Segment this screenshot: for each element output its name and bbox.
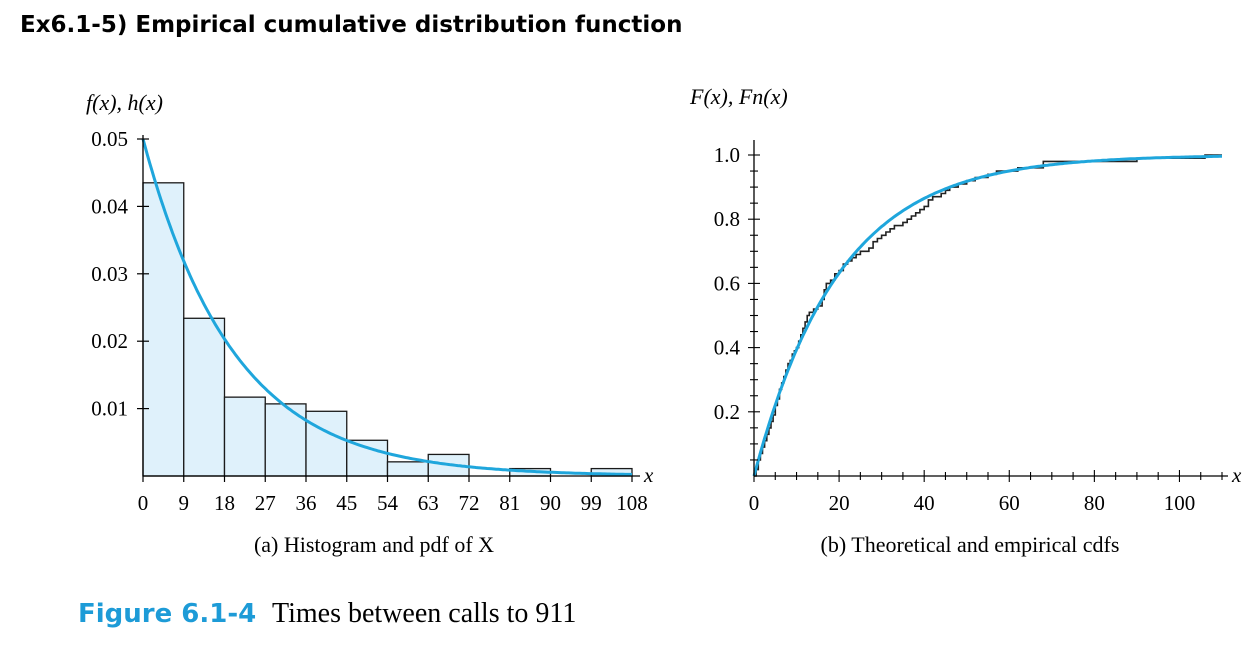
figure-caption: Times between calls to 911 xyxy=(272,598,576,629)
panel-a-xlabel: x xyxy=(643,463,654,487)
x-tick-label: 36 xyxy=(296,491,317,515)
x-tick-label: 0 xyxy=(749,491,760,515)
histogram-bar xyxy=(183,317,226,477)
panel-b-ylabel: F(x), Fn(x) xyxy=(689,84,788,109)
x-tick-label: 81 xyxy=(499,491,520,515)
panel-a-histogram: f(x), h(x) 0 9 18 27 36 45 54 63 72 81 90 99 108 0.0… xyxy=(86,90,654,557)
histogram-bar xyxy=(223,396,266,477)
y-tick-label: 0.04 xyxy=(91,194,128,218)
panel-a-pdf-curve xyxy=(141,138,633,476)
panel-b-xlabel: x xyxy=(1231,463,1242,487)
y-tick-label: 1.0 xyxy=(714,143,740,167)
x-tick-label: 45 xyxy=(336,491,357,515)
panel-a-axes xyxy=(137,135,640,482)
x-tick-label: 72 xyxy=(459,491,480,515)
panel-b-x-tick-labels: 0 20 40 60 80 100 xyxy=(749,491,1195,515)
panel-a-bars xyxy=(142,182,633,477)
panel-b-theoretical-cdf xyxy=(752,154,1222,477)
histogram-bar xyxy=(305,410,348,477)
x-tick-label: 90 xyxy=(540,491,561,515)
x-tick-label: 40 xyxy=(914,491,935,515)
panel-b-y-tick-labels: 0.2 0.4 0.6 0.8 1.0 xyxy=(714,143,741,424)
x-tick-label: 80 xyxy=(1084,491,1105,515)
x-tick-label: 9 xyxy=(179,491,190,515)
x-tick-label: 108 xyxy=(616,491,648,515)
y-tick-label: 0.4 xyxy=(714,336,741,360)
histogram-bar xyxy=(386,461,429,477)
x-tick-label: 0 xyxy=(138,491,149,515)
panel-b-caption: (b) Theoretical and empirical cdfs xyxy=(821,532,1120,557)
panel-a-ylabel: f(x), h(x) xyxy=(86,90,163,115)
histogram-bar xyxy=(346,439,389,477)
y-tick-label: 0.01 xyxy=(91,397,128,421)
y-tick-label: 0.03 xyxy=(91,262,128,286)
x-tick-label: 100 xyxy=(1164,491,1196,515)
y-tick-label: 0.2 xyxy=(714,400,740,424)
panel-a-y-tick-labels: 0.01 0.02 0.03 0.04 0.05 xyxy=(91,127,128,421)
figure-number: Figure 6.1-4 xyxy=(78,599,256,629)
x-tick-label: 18 xyxy=(214,491,235,515)
y-tick-label: 0.02 xyxy=(91,329,128,353)
x-tick-label: 54 xyxy=(377,491,399,515)
x-tick-label: 63 xyxy=(418,491,439,515)
panel-a-x-tick-labels: 0 9 18 27 36 45 54 63 72 81 90 99 108 xyxy=(138,491,648,515)
panel-b-empirical-cdf xyxy=(754,154,1222,477)
panel-b-axes xyxy=(748,140,1228,482)
x-tick-label: 20 xyxy=(829,491,850,515)
x-tick-label: 99 xyxy=(581,491,602,515)
x-tick-label: 27 xyxy=(255,491,276,515)
y-tick-label: 0.8 xyxy=(714,207,740,231)
y-tick-label: 0.6 xyxy=(714,271,740,295)
x-tick-label: 60 xyxy=(999,491,1020,515)
histogram-bar xyxy=(142,182,185,477)
y-tick-label: 0.05 xyxy=(91,127,128,151)
panel-b-cdf: F(x), Fn(x) 0 20 40 60 80 100 0.2 0.4 0.6 0.8 1.0… xyxy=(689,84,1242,557)
page-heading: Ex6.1-5) Empirical cumulative distributi… xyxy=(20,12,683,38)
panel-a-caption: (a) Histogram and pdf of X xyxy=(254,532,494,557)
